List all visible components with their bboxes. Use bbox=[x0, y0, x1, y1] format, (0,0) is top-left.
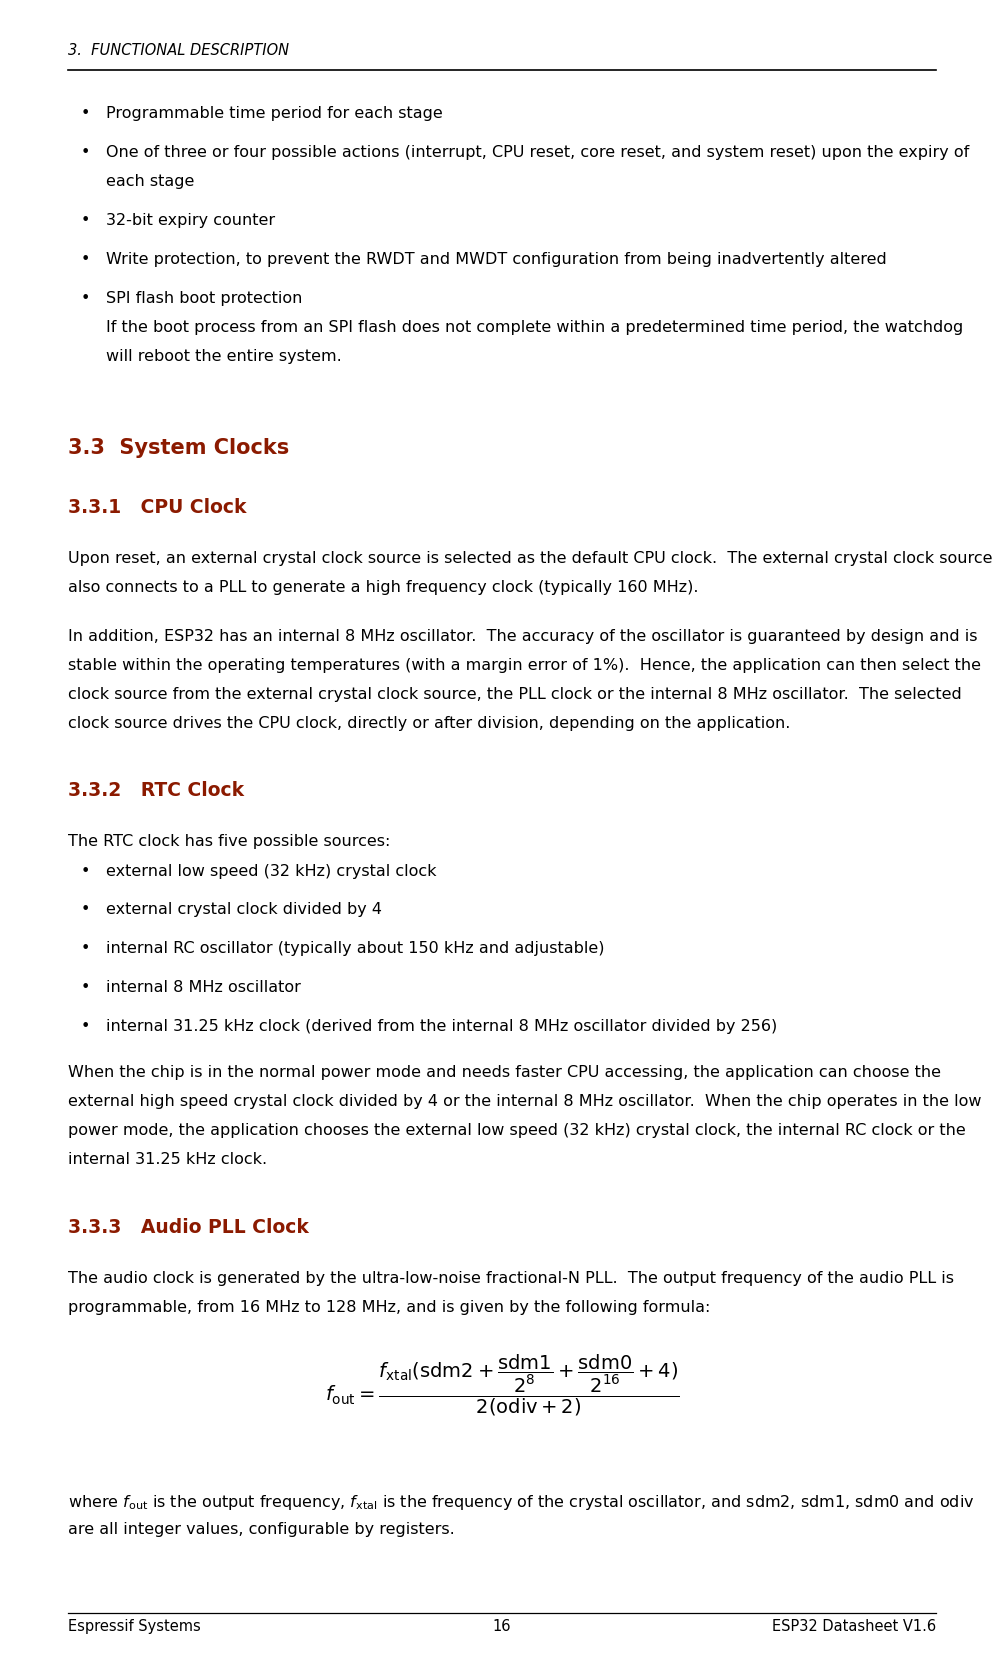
Text: If the boot process from an SPI flash does not complete within a predetermined t: If the boot process from an SPI flash do… bbox=[106, 320, 963, 335]
Text: •: • bbox=[80, 980, 89, 995]
Text: Upon reset, an external crystal clock source is selected as the default CPU cloc: Upon reset, an external crystal clock so… bbox=[68, 551, 992, 566]
Text: •: • bbox=[80, 146, 89, 161]
Text: One of three or four possible actions (interrupt, CPU reset, core reset, and sys: One of three or four possible actions (i… bbox=[106, 146, 969, 161]
Text: 3.3  System Clocks: 3.3 System Clocks bbox=[68, 438, 289, 458]
Text: internal 8 MHz oscillator: internal 8 MHz oscillator bbox=[106, 980, 301, 995]
Text: •: • bbox=[80, 212, 89, 229]
Text: will reboot the entire system.: will reboot the entire system. bbox=[106, 348, 342, 365]
Text: external crystal clock divided by 4: external crystal clock divided by 4 bbox=[106, 902, 382, 917]
Text: •: • bbox=[80, 292, 89, 307]
Text: are all integer values, configurable by registers.: are all integer values, configurable by … bbox=[68, 1521, 454, 1538]
Text: programmable, from 16 MHz to 128 MHz, and is given by the following formula:: programmable, from 16 MHz to 128 MHz, an… bbox=[68, 1299, 710, 1316]
Text: In addition, ESP32 has an internal 8 MHz oscillator.  The accuracy of the oscill: In addition, ESP32 has an internal 8 MHz… bbox=[68, 629, 977, 644]
Text: Write protection, to prevent the RWDT and MWDT configuration from being inadvert: Write protection, to prevent the RWDT an… bbox=[106, 252, 887, 267]
Text: •: • bbox=[80, 902, 89, 917]
Text: •: • bbox=[80, 863, 89, 879]
Text: where $f_{\mathrm{out}}$ is the output frequency, $f_{\mathrm{xtal}}$ is the fre: where $f_{\mathrm{out}}$ is the output f… bbox=[68, 1493, 974, 1511]
Text: clock source drives the CPU clock, directly or after division, depending on the : clock source drives the CPU clock, direc… bbox=[68, 715, 789, 732]
Text: clock source from the external crystal clock source, the PLL clock or the intern: clock source from the external crystal c… bbox=[68, 687, 961, 702]
Text: 3.  FUNCTIONAL DESCRIPTION: 3. FUNCTIONAL DESCRIPTION bbox=[68, 43, 289, 58]
Text: ESP32 Datasheet V1.6: ESP32 Datasheet V1.6 bbox=[771, 1619, 935, 1634]
Text: 32-bit expiry counter: 32-bit expiry counter bbox=[106, 212, 275, 229]
Text: 3.3.3   Audio PLL Clock: 3.3.3 Audio PLL Clock bbox=[68, 1218, 309, 1236]
Text: 3.3.1   CPU Clock: 3.3.1 CPU Clock bbox=[68, 498, 247, 516]
Text: internal RC oscillator (typically about 150 kHz and adjustable): internal RC oscillator (typically about … bbox=[106, 941, 605, 957]
Text: internal 31.25 kHz clock (derived from the internal 8 MHz oscillator divided by : internal 31.25 kHz clock (derived from t… bbox=[106, 1019, 777, 1035]
Text: •: • bbox=[80, 1019, 89, 1035]
Text: •: • bbox=[80, 106, 89, 121]
Text: also connects to a PLL to generate a high frequency clock (typically 160 MHz).: also connects to a PLL to generate a hig… bbox=[68, 579, 698, 596]
Text: Espressif Systems: Espressif Systems bbox=[68, 1619, 201, 1634]
Text: $f_{\mathrm{out}} = \dfrac{f_{\mathrm{xtal}}(\mathrm{sdm2} + \dfrac{\mathrm{sdm1: $f_{\mathrm{out}} = \dfrac{f_{\mathrm{xt… bbox=[324, 1352, 679, 1418]
Text: external low speed (32 kHz) crystal clock: external low speed (32 kHz) crystal cloc… bbox=[106, 863, 436, 879]
Text: •: • bbox=[80, 941, 89, 957]
Text: Programmable time period for each stage: Programmable time period for each stage bbox=[106, 106, 442, 121]
Text: The audio clock is generated by the ultra-low-noise fractional-N PLL.  The outpu: The audio clock is generated by the ultr… bbox=[68, 1271, 953, 1286]
Text: When the chip is in the normal power mode and needs faster CPU accessing, the ap: When the chip is in the normal power mod… bbox=[68, 1065, 941, 1080]
Text: •: • bbox=[80, 252, 89, 267]
Text: external high speed crystal clock divided by 4 or the internal 8 MHz oscillator.: external high speed crystal clock divide… bbox=[68, 1093, 981, 1110]
Text: power mode, the application chooses the external low speed (32 kHz) crystal cloc: power mode, the application chooses the … bbox=[68, 1123, 965, 1138]
Text: SPI flash boot protection: SPI flash boot protection bbox=[106, 292, 303, 307]
Text: stable within the operating temperatures (with a margin error of 1%).  Hence, th: stable within the operating temperatures… bbox=[68, 657, 980, 674]
Text: each stage: each stage bbox=[106, 174, 195, 189]
Text: 3.3.2   RTC Clock: 3.3.2 RTC Clock bbox=[68, 781, 244, 800]
Text: The RTC clock has five possible sources:: The RTC clock has five possible sources: bbox=[68, 834, 390, 849]
Text: internal 31.25 kHz clock.: internal 31.25 kHz clock. bbox=[68, 1151, 267, 1168]
Text: 16: 16 bbox=[492, 1619, 511, 1634]
